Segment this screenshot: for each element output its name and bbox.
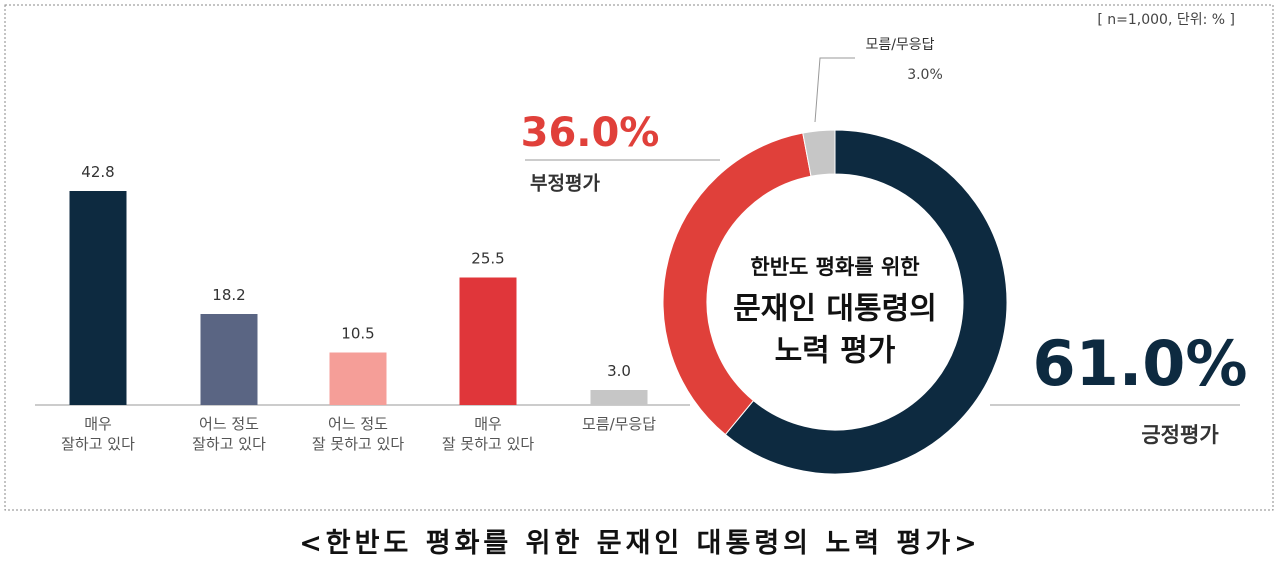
legend-label: 모름/무응답 [865, 37, 934, 53]
category-label: 어느 정도 잘 못하고 있다 [311, 415, 405, 453]
leader-line [814, 57, 855, 123]
center-text: 한반도 평화를 위한 [750, 255, 919, 279]
category-label: 매우 잘하고 있다 [61, 415, 135, 453]
value-label: 42.8 [81, 163, 114, 181]
category-label: 어느 정도 잘하고 있다 [192, 415, 266, 453]
value-label: 36.0% [521, 110, 660, 156]
value-label: 10.5 [341, 325, 374, 343]
value-label: 3.0% [907, 67, 943, 83]
category-label: 모름/무응답 [581, 415, 657, 433]
donut-segment [802, 129, 836, 177]
caption: <한반도 평화를 위한 문재인 대통령의 노력 평가> [299, 528, 981, 559]
donut-segment [724, 129, 1008, 475]
value-label: 61.0% [1032, 327, 1247, 400]
bar [459, 277, 517, 405]
note: [ n=1,000, 단위: % ] [1097, 12, 1235, 28]
legend-label: 부정평가 [530, 173, 600, 195]
frame [4, 4, 1274, 511]
legend-label: 긍정평가 [1141, 423, 1219, 447]
value-label: 18.2 [212, 286, 245, 304]
bar [329, 352, 387, 405]
bar [590, 390, 648, 405]
value-label: 25.5 [471, 250, 504, 268]
category-label: 매우 잘 못하고 있다 [441, 415, 535, 453]
center-text: 노력 평가 [775, 334, 896, 369]
center-text: 문재인 대통령의 [733, 292, 937, 327]
bar [69, 191, 127, 405]
donut-segment [662, 132, 812, 436]
value-label: 3.0 [607, 362, 631, 380]
bar [200, 314, 258, 405]
